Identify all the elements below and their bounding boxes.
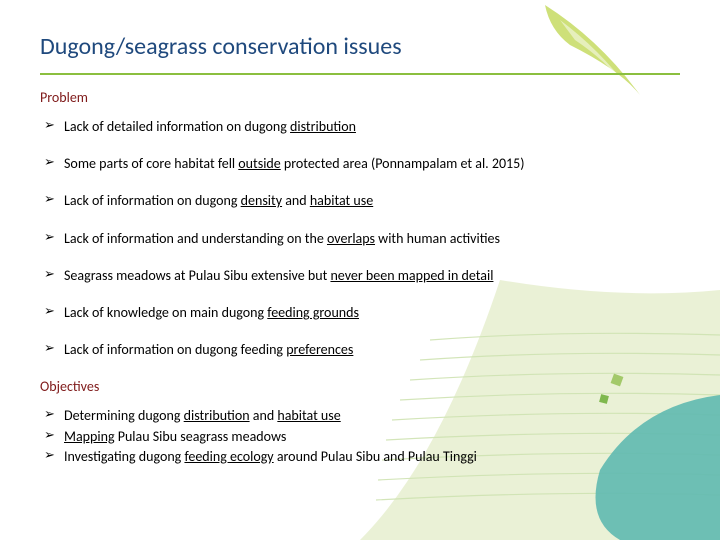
slide-content: Dugong/seagrass conservation issues Prob… xyxy=(0,0,720,466)
objectives-item: Determining dugong distribution and habi… xyxy=(40,407,680,425)
problem-item: Lack of detailed information on dugong d… xyxy=(40,118,680,136)
problem-list: Lack of detailed information on dugong d… xyxy=(40,118,680,359)
problem-item: Seagrass meadows at Pulau Sibu extensive… xyxy=(40,267,680,285)
problem-item: Lack of knowledge on main dugong feeding… xyxy=(40,304,680,322)
objectives-heading: Objectives xyxy=(40,378,680,395)
problem-item: Lack of information and understanding on… xyxy=(40,230,680,248)
objectives-item: Mapping Pulau Sibu seagrass meadows xyxy=(40,428,680,446)
title-underline xyxy=(40,73,680,75)
objectives-list: Determining dugong distribution and habi… xyxy=(40,407,680,466)
problem-item: Some parts of core habitat fell outside … xyxy=(40,155,680,173)
problem-item: Lack of information on dugong feeding pr… xyxy=(40,341,680,359)
slide-title: Dugong/seagrass conservation issues xyxy=(40,32,680,61)
problem-item: Lack of information on dugong density an… xyxy=(40,192,680,210)
objectives-item: Investigating dugong feeding ecology aro… xyxy=(40,448,680,466)
problem-heading: Problem xyxy=(40,89,680,106)
